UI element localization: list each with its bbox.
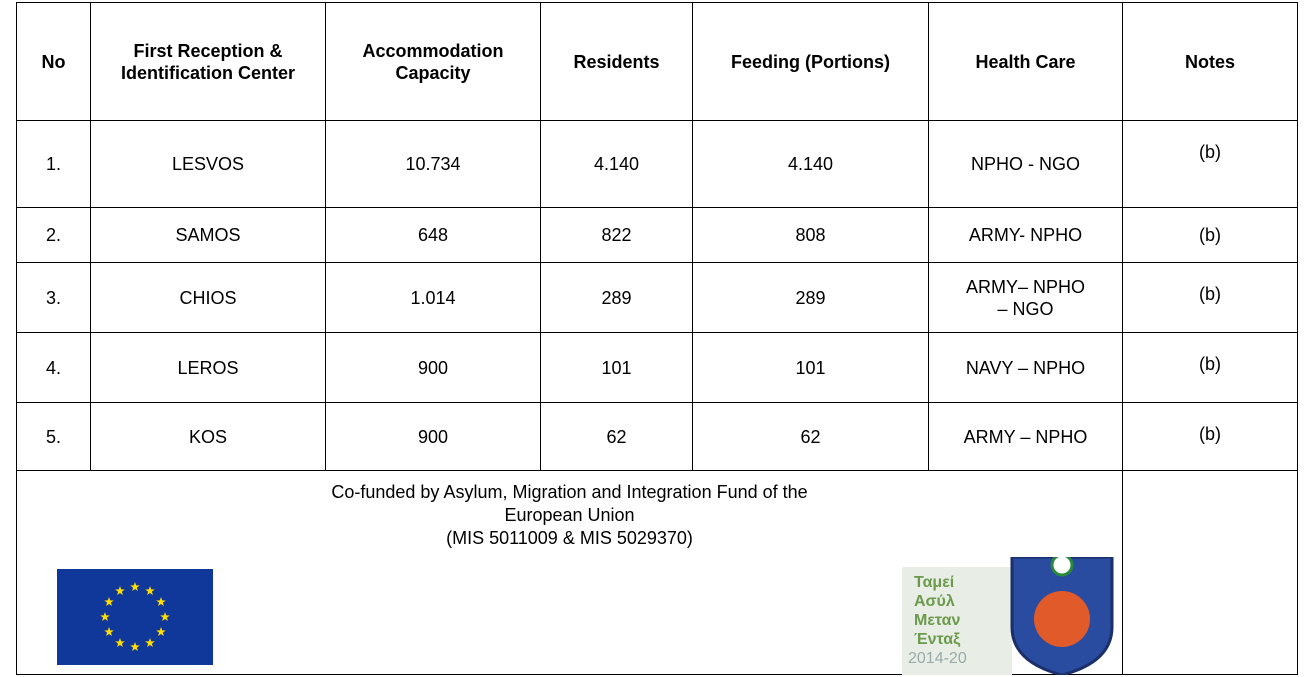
table-cell: 822: [540, 207, 693, 263]
flag-star: [160, 612, 170, 621]
table-cell: 62: [692, 402, 929, 471]
table-cell: 900: [325, 332, 541, 403]
fund-logo: Ταμεί Ασύλ Μεταν Ένταξ 2014-20: [902, 557, 1114, 675]
logo-background: [902, 567, 1012, 675]
table-cell: ARMY– NPHO – NGO: [928, 262, 1123, 333]
table-cell: (b): [1122, 120, 1298, 208]
flag-star: [115, 586, 125, 596]
table-row: 2. SAMOS 648 822 808 ARMY- NPHO (b): [16, 207, 1298, 263]
header-cell: Health Care: [928, 2, 1123, 121]
table-cell: 289: [540, 262, 693, 333]
table-row: 5. KOS 900 62 62 ARMY – NPHO (b): [16, 402, 1298, 471]
table-cell: 101: [692, 332, 929, 403]
flag-star: [115, 638, 125, 647]
header-cell: Residents: [540, 2, 693, 121]
logo-emblem: [1034, 591, 1090, 647]
table-cell: CHIOS: [90, 262, 326, 333]
logo-crest: [1050, 557, 1074, 577]
header-cell: Notes: [1122, 2, 1298, 121]
table-cell: LEROS: [90, 332, 326, 403]
footer-empty-cell: [1122, 470, 1298, 675]
flag-star: [100, 612, 110, 621]
logo-text: Ταμεί: [914, 574, 954, 591]
table-cell: 10.734: [325, 120, 541, 208]
table-cell: 101: [540, 332, 693, 403]
logo-text: Μεταν: [914, 612, 960, 629]
header-cell: No: [16, 2, 91, 121]
table-cell: 4.: [16, 332, 91, 403]
table-cell: 2.: [16, 207, 91, 263]
flag-star: [104, 627, 114, 636]
table-cell: 4.140: [692, 120, 929, 208]
table-cell: ARMY – NPHO: [928, 402, 1123, 471]
funding-line: Co-funded by Asylum, Migration and Integ…: [331, 482, 808, 502]
header-cell: Accommodation Capacity: [325, 2, 541, 121]
flag-star: [156, 627, 166, 636]
footer-cell: Co-funded by Asylum, Migration and Integ…: [16, 470, 1123, 675]
table-cell: (b): [1122, 262, 1298, 333]
funding-text: Co-funded by Asylum, Migration and Integ…: [17, 481, 1122, 550]
table-cell: LESVOS: [90, 120, 326, 208]
table-cell: 808: [692, 207, 929, 263]
table-cell: 1.: [16, 120, 91, 208]
flag-star: [130, 642, 140, 651]
logo-text: Ένταξ: [914, 631, 961, 648]
table-row: 4. LEROS 900 101 101 NAVY – NPHO (b): [16, 332, 1298, 403]
table-cell: 289: [692, 262, 929, 333]
funding-line: European Union: [504, 505, 635, 525]
data-table: No First Reception & Identification Cente…: [16, 2, 1298, 675]
logo-text: 2014-20: [908, 650, 967, 667]
table-cell: 62: [540, 402, 693, 471]
header-row: No First Reception & Identification Cente…: [16, 2, 1298, 121]
table-cell: (b): [1122, 402, 1298, 471]
eu-flag: [57, 569, 213, 665]
table-cell: NPHO - NGO: [928, 120, 1123, 208]
table-cell: 4.140: [540, 120, 693, 208]
flag-star: [130, 582, 140, 591]
table-cell: 1.014: [325, 262, 541, 333]
logo-text: Ασύλ: [914, 593, 955, 610]
table-cell: NAVY – NPHO: [928, 332, 1123, 403]
header-cell: Feeding (Portions): [692, 2, 929, 121]
table-cell: (b): [1122, 207, 1298, 263]
table-cell: 3.: [16, 262, 91, 333]
table-row: 1. LESVOS 10.734 4.140 4.140 NPHO - NGO (b): [16, 120, 1298, 208]
table-cell: (b): [1122, 332, 1298, 403]
flag-star: [104, 597, 114, 606]
flag-star: [156, 597, 166, 606]
table-cell: 900: [325, 402, 541, 471]
flag-star: [145, 586, 155, 596]
table-cell: SAMOS: [90, 207, 326, 263]
footer-row: Co-funded by Asylum, Migration and Integ…: [16, 470, 1298, 675]
flag-star: [145, 638, 155, 647]
header-cell: First Reception & Identification Center: [90, 2, 326, 121]
table-cell: ARMY- NPHO: [928, 207, 1123, 263]
table-cell: KOS: [90, 402, 326, 471]
table-row: 3. CHIOS 1.014 289 289 ARMY– NPHO – NGO (b): [16, 262, 1298, 333]
funding-line: (MIS 5011009 & MIS 5029370): [446, 528, 693, 548]
table-cell: 648: [325, 207, 541, 263]
table-cell: 5.: [16, 402, 91, 471]
